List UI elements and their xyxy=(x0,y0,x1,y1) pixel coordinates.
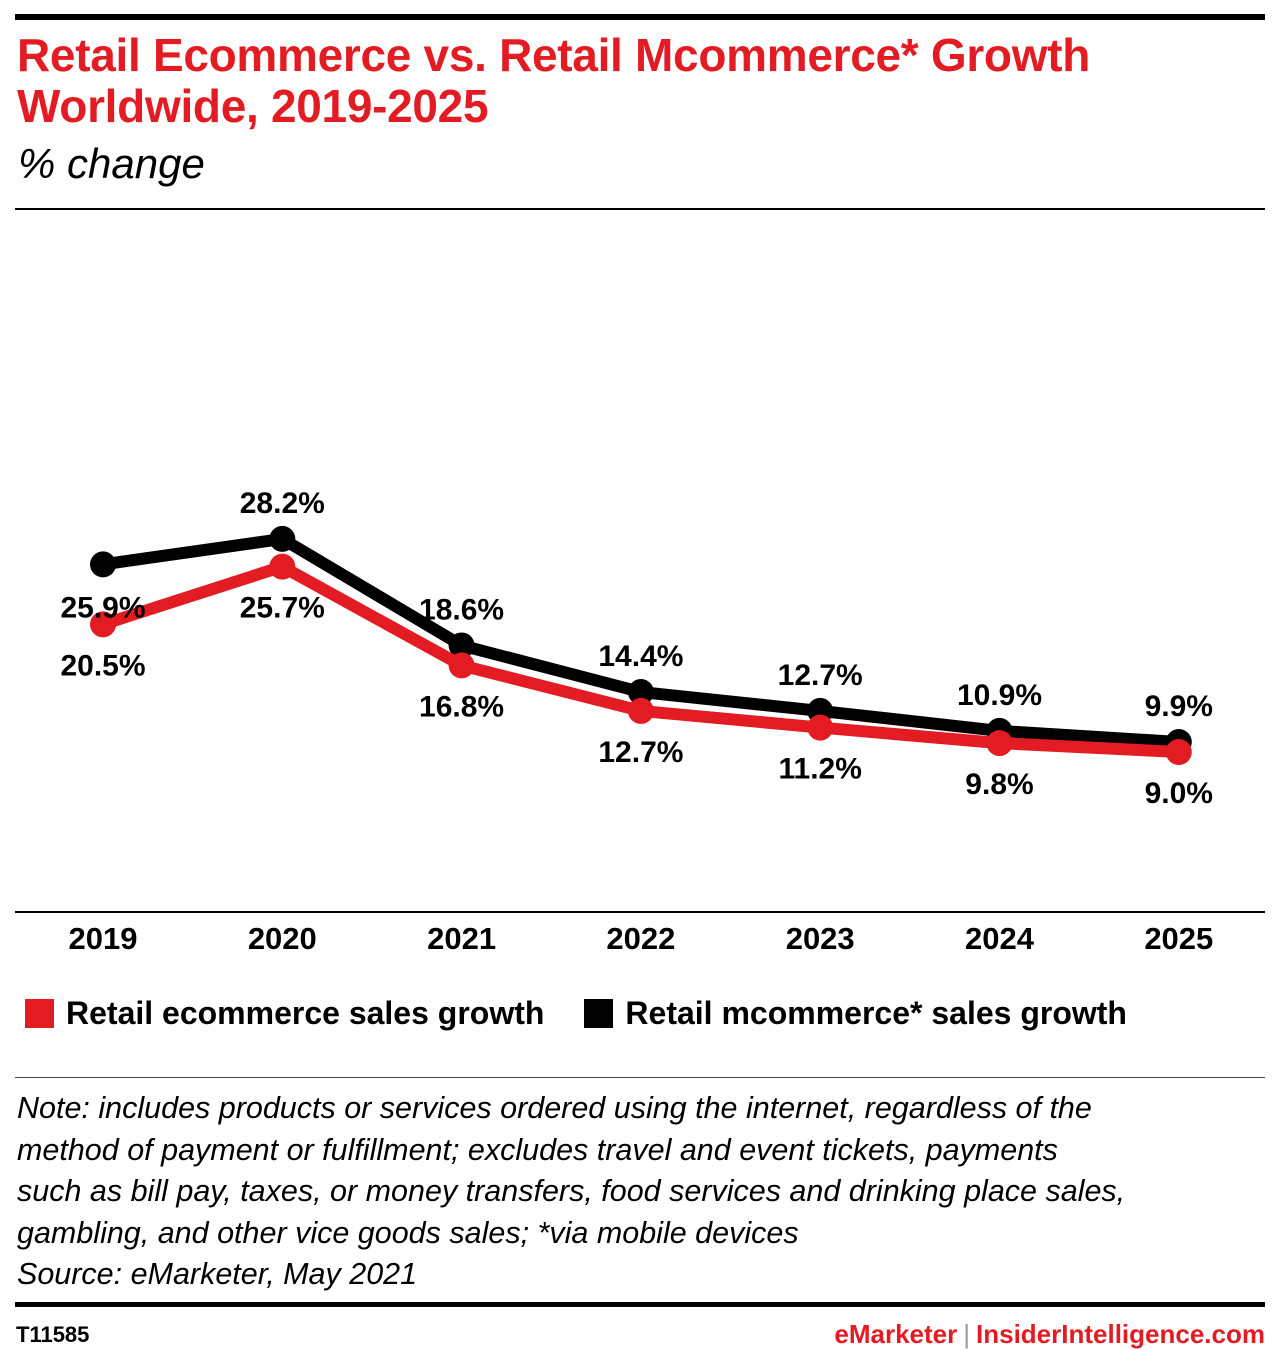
source-line: Source: eMarketer, May 2021 xyxy=(17,1257,418,1291)
brand-footer: eMarketer | InsiderIntelligence.com xyxy=(834,1319,1265,1350)
x-tick-layer: 2019 2020 2021 2022 2023 2024 2025 xyxy=(69,921,1214,956)
data-label-ecommerce: 12.7% xyxy=(598,736,683,769)
data-label-mcommerce: 25.9% xyxy=(60,591,145,624)
series-layer xyxy=(90,525,1192,765)
x-tick-label: 2020 xyxy=(248,921,317,956)
data-label-mcommerce: 12.7% xyxy=(778,659,863,692)
data-point-mcommerce xyxy=(90,551,116,578)
x-tick-label: 2025 xyxy=(1144,921,1213,956)
data-label-mcommerce: 28.2% xyxy=(240,487,325,520)
data-label-ecommerce: 25.7% xyxy=(240,592,325,625)
data-point-mcommerce xyxy=(269,525,296,552)
data-label-mcommerce: 10.9% xyxy=(957,679,1042,712)
data-label-layer: 20.5% 25.7% 16.8% 12.7% 11.2% 9.8% 9.0% 25.9% 28… xyxy=(60,487,1213,810)
subtitle-rule xyxy=(15,208,1265,210)
legend-swatch-ecommerce xyxy=(25,999,54,1028)
x-tick-label: 2022 xyxy=(606,921,675,956)
data-point-ecommerce xyxy=(807,714,834,741)
note-line: such as bill pay, taxes, or money transf… xyxy=(17,1174,1126,1208)
data-point-ecommerce xyxy=(448,652,475,679)
top-rule xyxy=(15,14,1265,20)
x-tick-label: 2023 xyxy=(786,921,855,956)
data-label-ecommerce: 20.5% xyxy=(60,649,145,682)
legend-item-ecommerce: Retail ecommerce sales growth xyxy=(25,995,544,1032)
data-label-ecommerce: 9.8% xyxy=(965,768,1033,801)
brand-emarketer: eMarketer xyxy=(834,1319,958,1349)
legend-item-mcommerce: Retail mcommerce* sales growth xyxy=(584,995,1127,1032)
note-line: method of payment or fulfillment; exclud… xyxy=(17,1132,1058,1167)
data-point-mcommerce xyxy=(448,632,475,659)
data-point-ecommerce xyxy=(986,730,1013,757)
data-label-mcommerce: 9.9% xyxy=(1145,690,1213,723)
line-chart: 20.5% 25.7% 16.8% 12.7% 11.2% 9.8% 9.0% 25.9% 28… xyxy=(15,487,1265,956)
chart-subtitle: % change xyxy=(18,140,205,187)
data-point-ecommerce xyxy=(1165,739,1192,765)
data-point-ecommerce xyxy=(627,697,654,724)
data-label-ecommerce: 9.0% xyxy=(1145,777,1213,810)
data-label-mcommerce: 14.4% xyxy=(598,640,683,673)
brand-insider-intelligence: InsiderIntelligence.com xyxy=(976,1319,1265,1349)
note-line: gambling, and other vice goods sales; *v… xyxy=(17,1215,799,1250)
note-line: Note: includes products or services orde… xyxy=(17,1091,1092,1125)
legend-label-mcommerce: Retail mcommerce* sales growth xyxy=(625,995,1127,1031)
data-point-ecommerce xyxy=(90,611,116,638)
data-label-mcommerce: 18.6% xyxy=(419,593,504,626)
data-point-ecommerce xyxy=(269,553,296,580)
bottom-rule xyxy=(15,1302,1265,1307)
legend: Retail ecommerce sales growth Retail mco… xyxy=(25,995,1167,1032)
legend-rule xyxy=(15,1077,1265,1078)
data-label-ecommerce: 11.2% xyxy=(778,753,861,786)
legend-label-ecommerce: Retail ecommerce sales growth xyxy=(66,995,545,1031)
x-tick-label: 2019 xyxy=(69,921,138,956)
chart-title: Retail Ecommerce vs. Retail Mcommerce* G… xyxy=(17,29,1091,132)
x-tick-label: 2021 xyxy=(427,921,496,956)
x-tick-label: 2024 xyxy=(965,921,1035,956)
data-point-mcommerce xyxy=(627,679,654,706)
chart-id: T11585 xyxy=(16,1322,90,1347)
brand-separator: | xyxy=(963,1319,971,1349)
data-label-ecommerce: 16.8% xyxy=(419,690,504,723)
notes: Note: includes products or services orde… xyxy=(17,1088,1267,1296)
legend-swatch-mcommerce xyxy=(584,999,614,1028)
